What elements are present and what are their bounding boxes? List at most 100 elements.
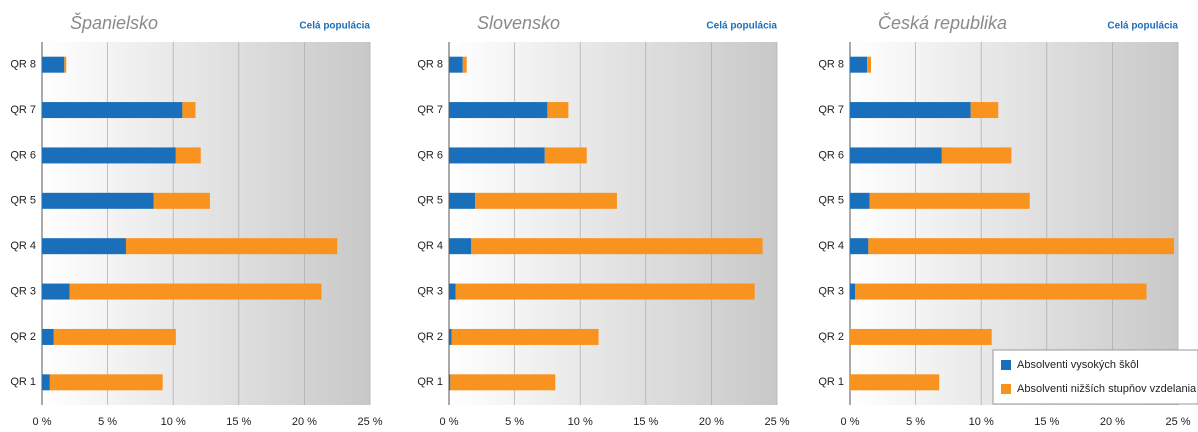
y-tick-label: QR 8 xyxy=(417,59,443,71)
bar xyxy=(475,192,617,209)
y-tick-label: QR 5 xyxy=(10,195,36,207)
bar xyxy=(175,147,201,164)
x-tick-label: 5 % xyxy=(98,416,117,428)
x-tick-label: 25 % xyxy=(357,416,382,428)
bar xyxy=(451,328,599,345)
y-tick-label: QR 5 xyxy=(417,195,443,207)
bar xyxy=(868,238,1175,255)
bar xyxy=(970,102,999,119)
bar xyxy=(42,283,70,300)
chart-subtitle: Celá populácia xyxy=(1107,21,1178,32)
y-tick-label: QR 8 xyxy=(818,59,844,71)
bar xyxy=(850,238,869,255)
bar xyxy=(850,328,992,345)
bar xyxy=(42,147,176,164)
bar xyxy=(449,147,545,164)
bar xyxy=(867,56,871,73)
legend-swatch xyxy=(1001,360,1011,370)
bar xyxy=(547,102,569,119)
x-tick-label: 10 % xyxy=(161,416,186,428)
y-tick-label: QR 1 xyxy=(10,376,36,388)
bar xyxy=(941,147,1012,164)
chart-subtitle: Celá populácia xyxy=(706,21,777,32)
y-tick-label: QR 2 xyxy=(417,331,443,343)
bar xyxy=(153,192,210,209)
x-tick-label: 0 % xyxy=(841,416,860,428)
bar xyxy=(850,102,971,119)
y-tick-label: QR 7 xyxy=(818,104,844,116)
chart-title: Česká republika xyxy=(878,12,1007,33)
x-tick-label: 10 % xyxy=(969,416,994,428)
x-tick-label: 20 % xyxy=(292,416,317,428)
bar xyxy=(449,238,472,255)
legend-label: Absolventi vysokých škôl xyxy=(1017,359,1139,371)
x-tick-label: 20 % xyxy=(1100,416,1125,428)
bar xyxy=(449,374,451,391)
bar xyxy=(53,328,176,345)
bar xyxy=(42,238,126,255)
bar xyxy=(850,192,870,209)
bar xyxy=(42,56,65,73)
x-tick-label: 5 % xyxy=(906,416,925,428)
y-tick-label: QR 6 xyxy=(10,149,36,161)
bar xyxy=(42,192,154,209)
y-tick-label: QR 8 xyxy=(10,59,36,71)
x-tick-label: 10 % xyxy=(568,416,593,428)
bar xyxy=(125,238,338,255)
bar xyxy=(64,56,67,73)
y-tick-label: QR 7 xyxy=(417,104,443,116)
bar xyxy=(449,56,463,73)
bar xyxy=(69,283,322,300)
bar xyxy=(49,374,163,391)
chart-title: Slovensko xyxy=(477,13,560,33)
bar xyxy=(449,283,456,300)
bar xyxy=(855,283,1147,300)
y-tick-label: QR 4 xyxy=(818,240,844,252)
x-tick-label: 15 % xyxy=(633,416,658,428)
x-tick-label: 20 % xyxy=(699,416,724,428)
y-tick-label: QR 5 xyxy=(818,195,844,207)
bar xyxy=(850,147,942,164)
bar xyxy=(544,147,587,164)
y-tick-label: QR 4 xyxy=(10,240,36,252)
bar xyxy=(462,56,467,73)
x-tick-label: 25 % xyxy=(764,416,789,428)
plot-background xyxy=(42,42,370,405)
y-tick-label: QR 7 xyxy=(10,104,36,116)
bar xyxy=(182,102,196,119)
bar xyxy=(471,238,763,255)
x-tick-label: 15 % xyxy=(226,416,251,428)
plot-background xyxy=(449,42,777,405)
y-tick-label: QR 4 xyxy=(417,240,443,252)
y-tick-label: QR 2 xyxy=(818,331,844,343)
y-tick-label: QR 6 xyxy=(818,149,844,161)
y-tick-label: QR 3 xyxy=(10,285,36,297)
bar xyxy=(449,328,452,345)
bar xyxy=(869,192,1030,209)
x-tick-label: 25 % xyxy=(1165,416,1190,428)
y-tick-label: QR 6 xyxy=(417,149,443,161)
y-tick-label: QR 3 xyxy=(417,285,443,297)
chart-title: Španielsko xyxy=(70,12,158,33)
bar xyxy=(850,56,868,73)
x-tick-label: 5 % xyxy=(505,416,524,428)
x-tick-label: 15 % xyxy=(1034,416,1059,428)
y-tick-label: QR 3 xyxy=(818,285,844,297)
bar xyxy=(850,283,856,300)
bar xyxy=(450,374,556,391)
legend-label: Absolventi nižších stupňov vzdelania xyxy=(1017,383,1197,395)
y-tick-label: QR 1 xyxy=(417,376,443,388)
y-tick-label: QR 2 xyxy=(10,331,36,343)
bar xyxy=(850,374,940,391)
bar xyxy=(449,192,476,209)
bar xyxy=(42,328,54,345)
x-tick-label: 0 % xyxy=(440,416,459,428)
bar xyxy=(42,374,50,391)
legend-box xyxy=(992,349,1198,405)
legend-swatch xyxy=(1001,384,1011,394)
chart-subtitle: Celá populácia xyxy=(299,21,370,32)
bar xyxy=(449,102,548,119)
y-tick-label: QR 1 xyxy=(818,376,844,388)
bar xyxy=(42,102,183,119)
